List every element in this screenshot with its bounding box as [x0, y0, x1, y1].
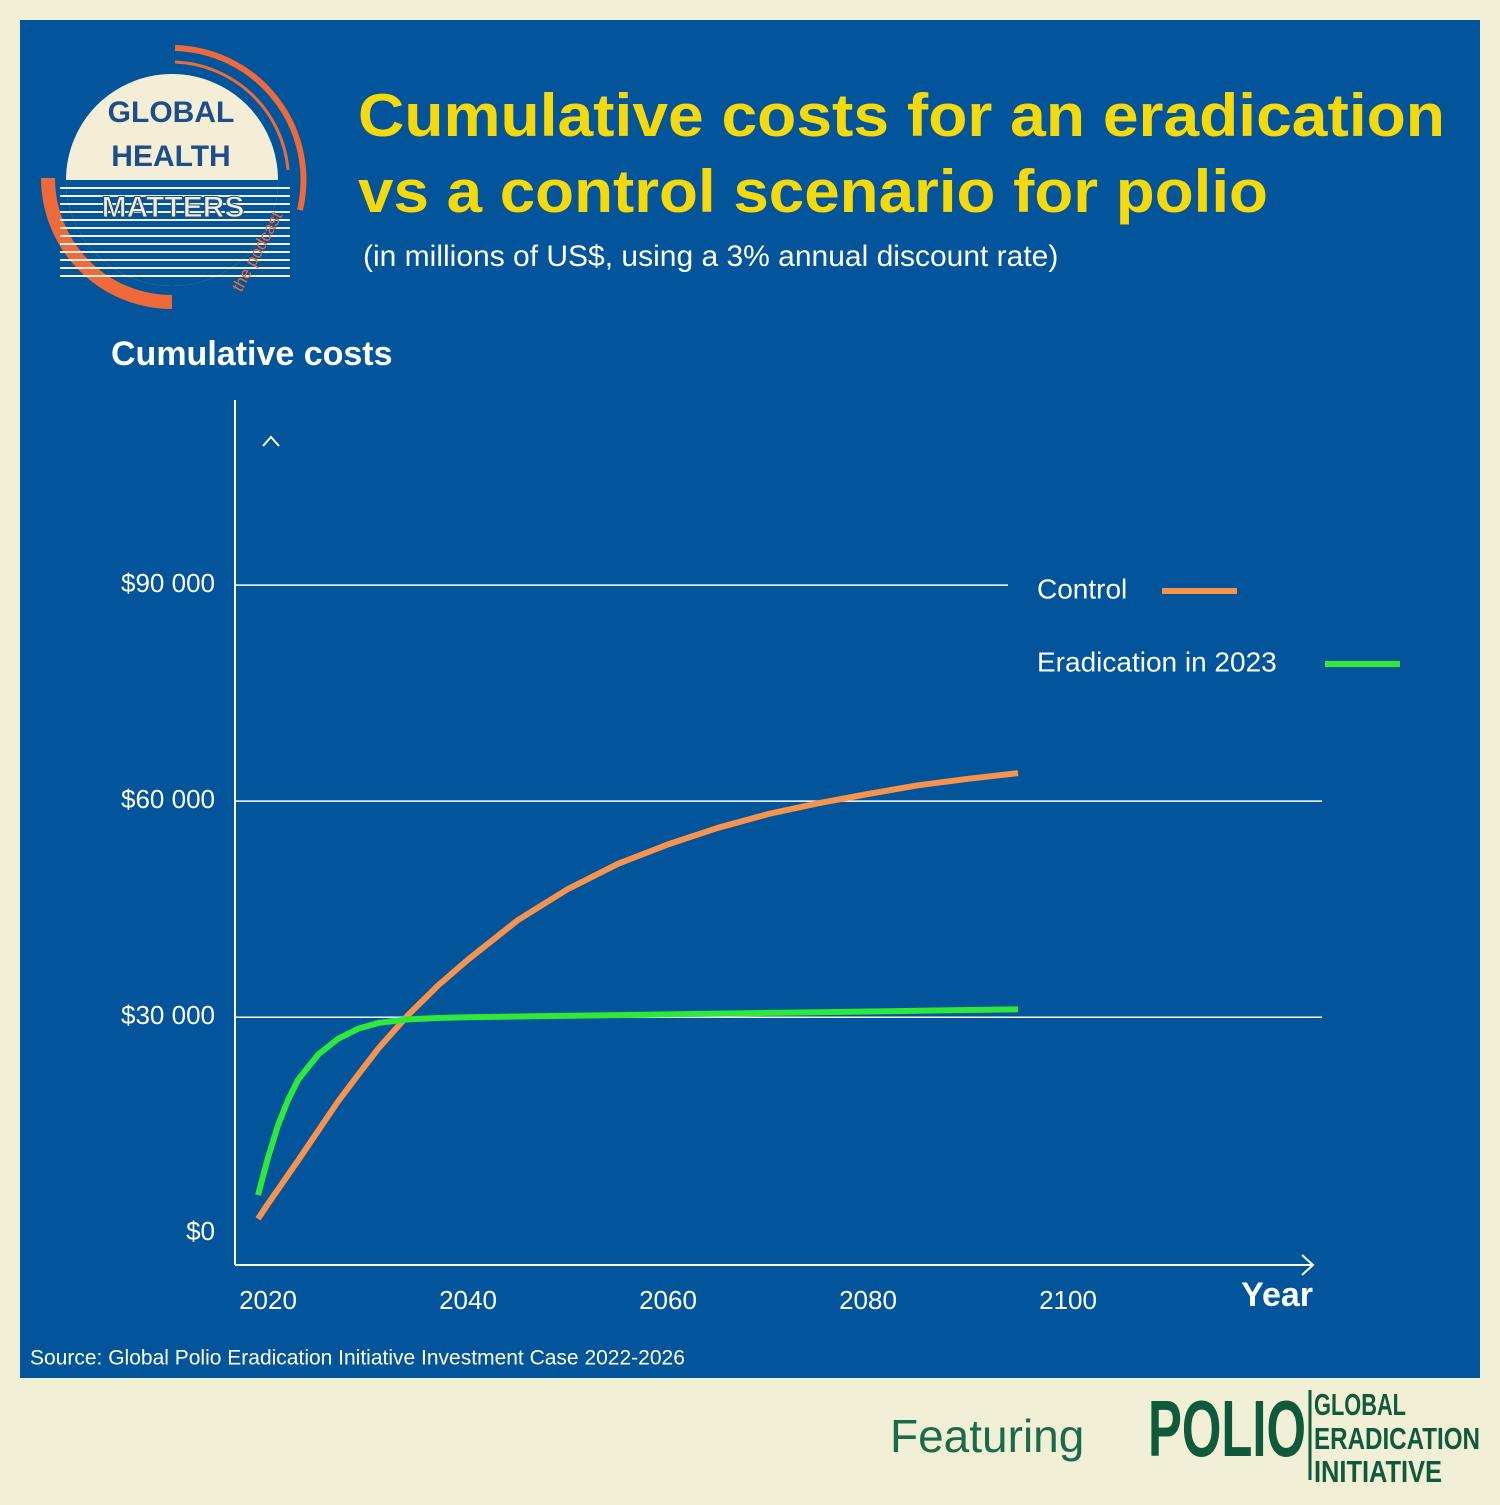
panel [20, 20, 1480, 1378]
x-tick-label: 2040 [439, 1285, 497, 1315]
y-tick-label: $30 000 [121, 1000, 215, 1030]
x-tick-label: 2100 [1039, 1285, 1097, 1315]
legend-label: Eradication in 2023 [1037, 646, 1277, 677]
x-axis-arrow [1301, 1254, 1315, 1276]
legend-label: Control [1037, 573, 1127, 604]
featuring: Featuring [890, 1410, 1084, 1462]
chart-title: Cumulative costs for an eradication [358, 82, 1445, 149]
x-axis-title: Year [1241, 1276, 1313, 1314]
x-tick-label: 2080 [839, 1285, 897, 1315]
partner-logo: GLOBAL [1314, 1387, 1406, 1422]
y-axis-title: Cumulative costs [111, 335, 393, 373]
partner-logo: ERADICATION [1314, 1421, 1480, 1456]
y-tick-label: $0 [186, 1216, 215, 1246]
line [255, 1006, 1019, 1196]
partner-logo: INITIATIVE [1314, 1454, 1442, 1489]
logo-text: HEALTH [111, 140, 230, 173]
partner-logo: POLIO [1148, 1384, 1306, 1473]
logo: GLOBAL HEALTH MATTERS the podcast [41, 45, 307, 309]
y-axis-arrow [262, 435, 280, 447]
source: Source: Global Polio Eradication Initiat… [30, 1347, 685, 1370]
y-tick-label: $60 000 [121, 784, 215, 814]
chart-title: vs a control scenario for polio [358, 158, 1268, 225]
line [255, 770, 1019, 1221]
x-tick-label: 2020 [239, 1285, 297, 1315]
chart-subtitle: (in millions of US$, using a 3% annual d… [363, 240, 1058, 273]
logo-text: GLOBAL [108, 96, 235, 129]
logo-text: MATTERS [102, 191, 245, 224]
y-tick-label: $90 000 [121, 568, 215, 598]
x-tick-label: 2060 [639, 1285, 697, 1315]
